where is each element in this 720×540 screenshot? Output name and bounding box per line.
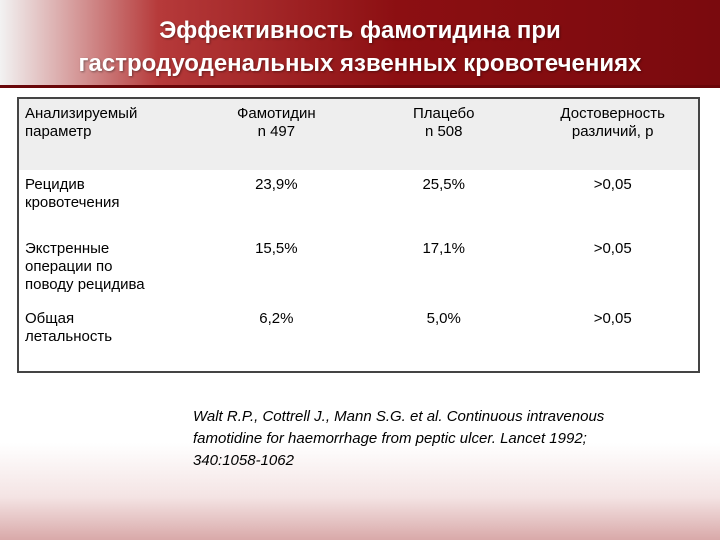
citation-line-1: Walt R.P., Cottrell J., Mann S.G. et al.… [193, 408, 605, 425]
title-bar: Эффективность фамотидина при гастродуоде… [0, 0, 720, 88]
row-parameter-line: Общая [25, 310, 75, 327]
header-significance-line-1: Достоверность [560, 105, 665, 122]
row-parameter-line: операции по [25, 258, 113, 275]
row-parameter-line: Рецидив [25, 176, 85, 193]
header-placebo-line-2: n 508 [424, 123, 463, 140]
row-parameter-line: поводу рецидива [25, 276, 145, 293]
header-significance: Достоверность различий, р [527, 98, 699, 170]
citation-line-3: 340:1058-1062 [193, 452, 294, 469]
placebo-value: 25,5% [422, 176, 465, 193]
p-value: >0,05 [593, 310, 632, 327]
row-parameter: Рецидив кровотечения [18, 170, 193, 234]
placebo-value: 17,1% [422, 240, 465, 257]
header-famotidine-line-1: Фамотидин [236, 105, 316, 122]
famotidine-value: 6,2% [259, 310, 294, 327]
header-parameter-line-1: Анализируемый [25, 105, 138, 122]
p-value: >0,05 [593, 240, 632, 257]
famotidine-value: 15,5% [255, 240, 298, 257]
header-parameter-line-2: параметр [25, 123, 92, 140]
row-parameter-line: Экстренные [25, 240, 110, 257]
slide-title: Эффективность фамотидина при гастродуоде… [0, 14, 720, 80]
header-placebo-line-1: Плацебо [413, 105, 475, 122]
table-row: Экстренные операции по поводу рецидива 1… [18, 234, 699, 304]
results-table: Анализируемый параметр Фамотидин n 497 П… [17, 97, 700, 373]
row-parameter-line: летальность [25, 328, 113, 345]
header-famotidine-line-2: n 497 [257, 123, 296, 140]
famotidine-value: 23,9% [255, 176, 298, 193]
row-parameter: Общая летальность [18, 304, 193, 372]
header-placebo: Плацебо n 508 [360, 98, 528, 170]
row-parameter: Экстренные операции по поводу рецидива [18, 234, 193, 304]
header-parameter: Анализируемый параметр [18, 98, 193, 170]
citation-line-2: famotidine for haemorrhage from peptic u… [193, 430, 587, 447]
table-row: Общая летальность 6,2% 5,0% >0,05 [18, 304, 699, 372]
table-row: Рецидив кровотечения 23,9% 25,5% >0,05 [18, 170, 699, 234]
table-header-row: Анализируемый параметр Фамотидин n 497 П… [18, 98, 699, 170]
slide-title-line-1: Эффективность фамотидина при [159, 17, 561, 44]
header-significance-line-2: различий, р [571, 123, 654, 140]
slide-title-line-2: гастродуоденальных язвенных кровотечения… [78, 50, 642, 77]
header-famotidine: Фамотидин n 497 [192, 98, 361, 170]
placebo-value: 5,0% [426, 310, 461, 327]
p-value: >0,05 [593, 176, 632, 193]
citation: Walt R.P., Cottrell J., Mann S.G. et al.… [193, 406, 713, 472]
row-parameter-line: кровотечения [25, 194, 120, 211]
